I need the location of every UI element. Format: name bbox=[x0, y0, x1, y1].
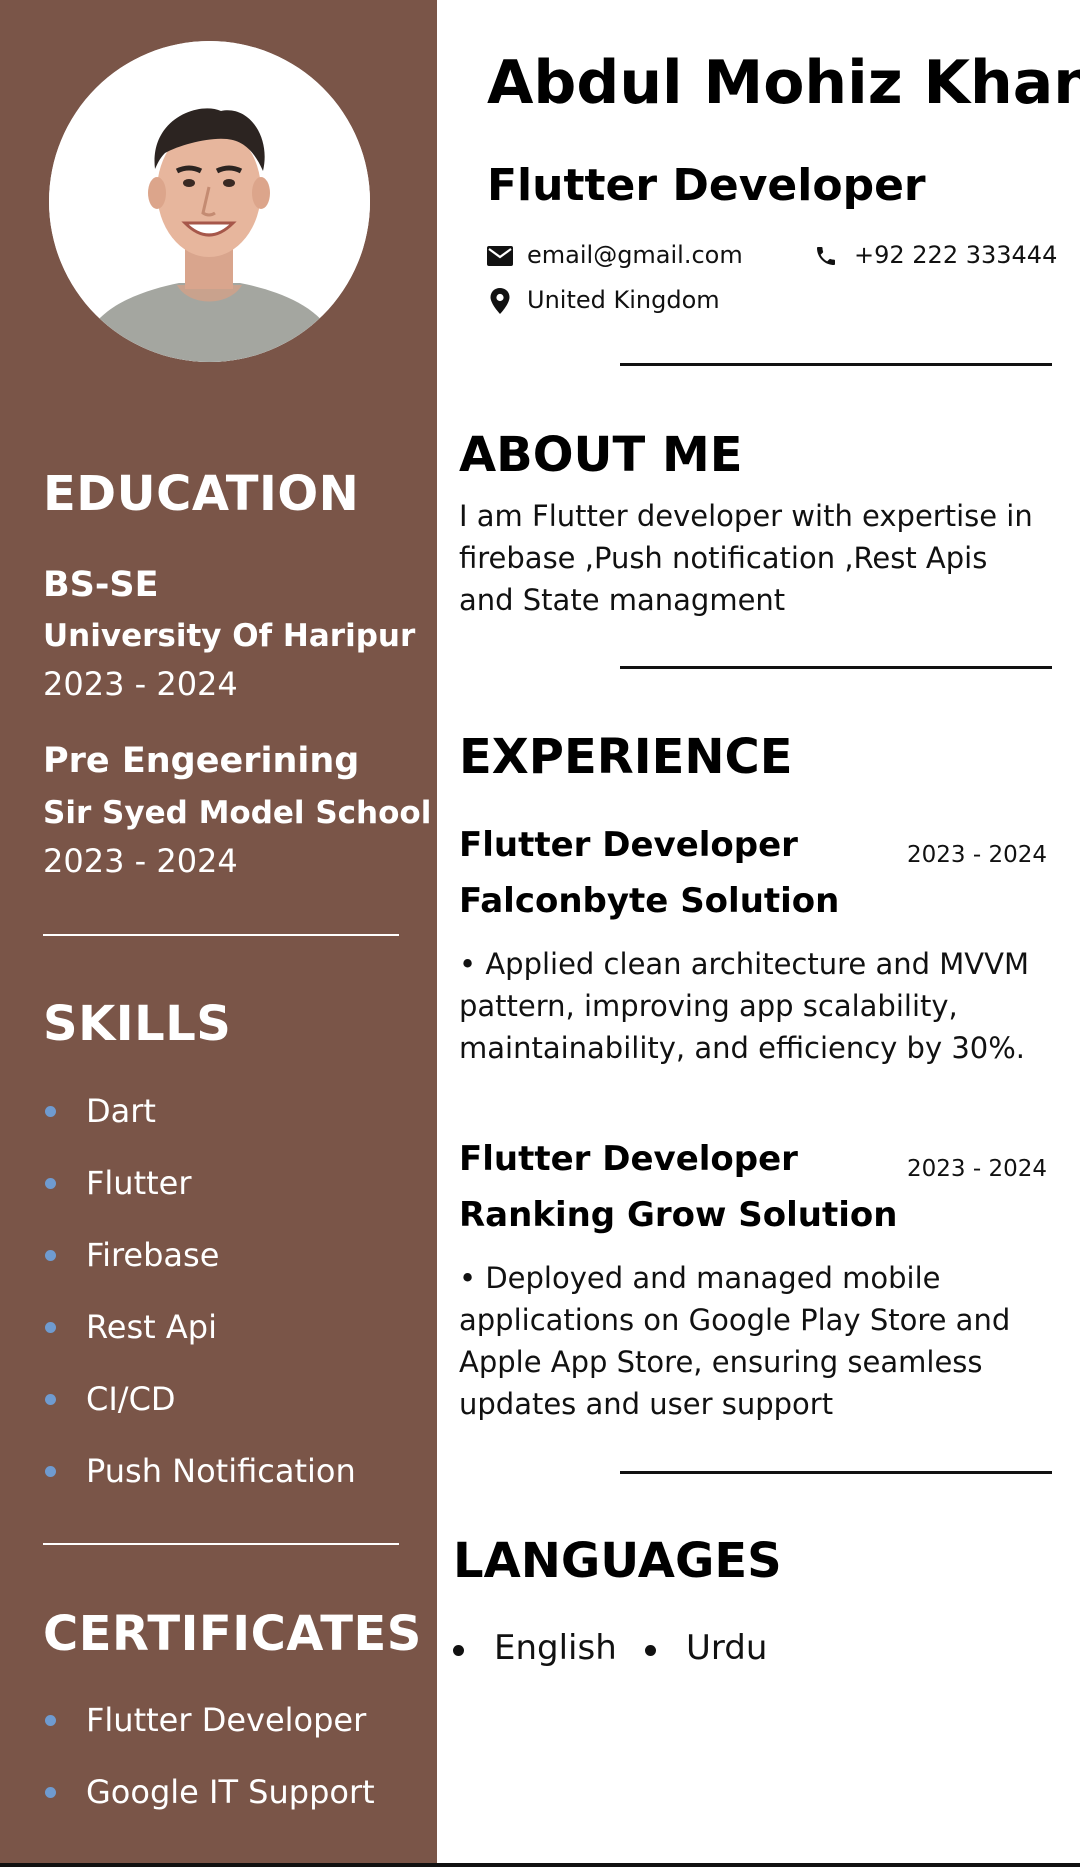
about-title: ABOUT ME bbox=[459, 427, 743, 483]
skill-item: Dart bbox=[43, 1091, 356, 1163]
education-title: EDUCATION bbox=[43, 466, 360, 522]
education-degree: Pre Engeerining bbox=[43, 741, 360, 781]
bullet-dot bbox=[45, 1787, 56, 1798]
education-years: 2023 - 2024 bbox=[43, 842, 238, 880]
candidate-role: Flutter Developer bbox=[487, 160, 926, 211]
section-divider bbox=[620, 666, 1052, 669]
job-years: 2023 - 2024 bbox=[907, 1156, 1047, 1182]
education-years: 2023 - 2024 bbox=[43, 665, 238, 703]
skill-item: Rest Api bbox=[43, 1307, 356, 1379]
certificate-item: Flutter Developer bbox=[43, 1700, 375, 1772]
phone-icon bbox=[817, 247, 835, 265]
contact-email: email@gmail.com bbox=[487, 241, 787, 271]
mail-icon bbox=[487, 246, 513, 266]
job-description: • Deployed and managed mobile applicatio… bbox=[459, 1261, 1011, 1421]
education-school: Sir Syed Model School bbox=[43, 795, 432, 831]
education-school: University Of Haripur bbox=[43, 618, 416, 654]
candidate-name: Abdul Mohiz Khan bbox=[487, 48, 1080, 118]
contact-location: United Kingdom bbox=[487, 286, 787, 316]
bullet-dot bbox=[45, 1250, 56, 1261]
certificates-list: Flutter Developer Google IT Support bbox=[43, 1700, 375, 1844]
bullet-dot bbox=[645, 1645, 656, 1656]
skill-item: Push Notification bbox=[43, 1451, 356, 1523]
bullet-dot bbox=[45, 1394, 56, 1405]
location-pin-icon bbox=[490, 288, 510, 314]
certificate-item: Google IT Support bbox=[43, 1772, 375, 1844]
about-text: I am Flutter developer with expertise in… bbox=[459, 499, 1033, 617]
location-text: United Kingdom bbox=[527, 286, 720, 314]
bullet-dot bbox=[45, 1715, 56, 1726]
contact-phone: +92 222 333444 bbox=[814, 241, 1058, 271]
certificates-title: CERTIFICATES bbox=[43, 1606, 422, 1662]
bullet-dot bbox=[45, 1178, 56, 1189]
profile-photo bbox=[49, 41, 370, 362]
section-divider bbox=[620, 1471, 1052, 1474]
bullet-dot bbox=[45, 1466, 56, 1477]
section-divider bbox=[43, 1543, 399, 1545]
skills-list: Dart Flutter Firebase Rest Api CI/CD Pus… bbox=[43, 1091, 356, 1523]
job-title: Flutter Developer bbox=[459, 1139, 798, 1179]
phone-text: +92 222 333444 bbox=[854, 241, 1058, 269]
language-item: English bbox=[494, 1628, 617, 1668]
email-text: email@gmail.com bbox=[527, 241, 743, 269]
job-company: Ranking Grow Solution bbox=[459, 1195, 898, 1235]
education-degree: BS-SE bbox=[43, 565, 159, 605]
bullet-dot bbox=[45, 1106, 56, 1117]
job-description: • Applied clean architecture and MVVM pa… bbox=[459, 947, 1029, 1065]
skill-item: Firebase bbox=[43, 1235, 356, 1307]
job-title: Flutter Developer bbox=[459, 825, 798, 865]
experience-title: EXPERIENCE bbox=[459, 729, 793, 785]
skill-item: CI/CD bbox=[43, 1379, 356, 1451]
bullet-dot bbox=[45, 1322, 56, 1333]
languages-title: LANGUAGES bbox=[453, 1533, 782, 1589]
skill-item: Flutter bbox=[43, 1163, 356, 1235]
job-company: Falconbyte Solution bbox=[459, 881, 840, 921]
page-bottom-border bbox=[0, 1863, 1080, 1867]
language-item: Urdu bbox=[686, 1628, 768, 1668]
job-years: 2023 - 2024 bbox=[907, 842, 1047, 868]
bullet-dot bbox=[453, 1645, 464, 1656]
avatar-portrait bbox=[49, 41, 370, 362]
skills-title: SKILLS bbox=[43, 996, 232, 1052]
section-divider bbox=[43, 934, 399, 936]
section-divider bbox=[620, 363, 1052, 366]
